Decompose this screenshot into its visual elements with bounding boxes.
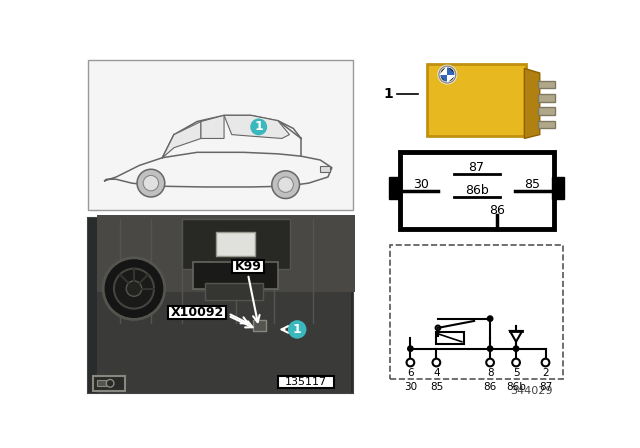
- Text: 344029: 344029: [510, 386, 553, 396]
- Bar: [97, 215, 351, 392]
- Bar: [205, 283, 262, 300]
- Text: 30: 30: [413, 178, 429, 191]
- Circle shape: [439, 66, 456, 83]
- Bar: [97, 215, 355, 293]
- Text: 85: 85: [524, 178, 540, 191]
- Bar: [538, 81, 555, 88]
- Text: K99: K99: [234, 260, 261, 273]
- Bar: [88, 60, 353, 210]
- Bar: [552, 177, 564, 198]
- Circle shape: [137, 169, 164, 197]
- Circle shape: [408, 346, 413, 351]
- Polygon shape: [439, 66, 447, 74]
- Circle shape: [488, 316, 493, 321]
- Text: 86b: 86b: [506, 382, 526, 392]
- Bar: [538, 107, 555, 115]
- Text: 5: 5: [513, 368, 520, 378]
- Bar: [97, 380, 106, 386]
- Circle shape: [143, 176, 159, 191]
- Circle shape: [433, 359, 440, 366]
- Text: 85: 85: [429, 382, 443, 392]
- Circle shape: [114, 269, 154, 309]
- Bar: [232, 260, 264, 273]
- Bar: [278, 375, 334, 388]
- Text: 1: 1: [293, 323, 301, 336]
- Text: 135117: 135117: [285, 377, 327, 387]
- Bar: [88, 218, 353, 393]
- Text: 87: 87: [539, 382, 552, 392]
- Polygon shape: [524, 69, 540, 138]
- Circle shape: [288, 320, 307, 339]
- Polygon shape: [163, 121, 201, 158]
- Bar: [389, 177, 401, 198]
- Bar: [538, 94, 555, 102]
- Bar: [253, 320, 266, 331]
- Polygon shape: [447, 66, 456, 74]
- Text: 1: 1: [384, 87, 394, 101]
- Text: 4: 4: [433, 368, 440, 378]
- Circle shape: [278, 177, 293, 192]
- Polygon shape: [224, 116, 289, 138]
- Bar: [216, 233, 255, 255]
- Text: 8: 8: [487, 368, 493, 378]
- Circle shape: [406, 359, 414, 366]
- Text: 86: 86: [489, 203, 504, 216]
- Circle shape: [541, 359, 549, 366]
- Text: 6: 6: [407, 368, 413, 378]
- Circle shape: [513, 346, 519, 351]
- Text: 86: 86: [483, 382, 497, 392]
- Circle shape: [103, 258, 164, 319]
- Text: 2: 2: [542, 368, 549, 378]
- Polygon shape: [439, 74, 447, 83]
- FancyBboxPatch shape: [427, 64, 526, 136]
- Circle shape: [272, 171, 300, 198]
- Bar: [538, 121, 555, 129]
- Polygon shape: [510, 331, 522, 342]
- Polygon shape: [201, 116, 224, 138]
- Bar: [88, 218, 353, 393]
- Text: 87: 87: [468, 161, 484, 174]
- Bar: [390, 245, 563, 379]
- Text: 1: 1: [254, 121, 263, 134]
- Text: X10092: X10092: [170, 306, 224, 319]
- Bar: [93, 375, 125, 391]
- Circle shape: [436, 326, 440, 330]
- Circle shape: [250, 118, 267, 135]
- Bar: [182, 220, 289, 269]
- Bar: [320, 166, 330, 172]
- Text: 86b: 86b: [465, 184, 488, 197]
- Circle shape: [126, 281, 141, 296]
- Bar: [168, 306, 227, 319]
- Circle shape: [488, 346, 493, 351]
- Circle shape: [486, 359, 494, 366]
- Bar: [399, 152, 554, 229]
- Bar: [193, 262, 278, 289]
- Circle shape: [512, 359, 520, 366]
- Bar: [436, 332, 464, 344]
- Polygon shape: [447, 74, 456, 83]
- Text: 30: 30: [404, 382, 417, 392]
